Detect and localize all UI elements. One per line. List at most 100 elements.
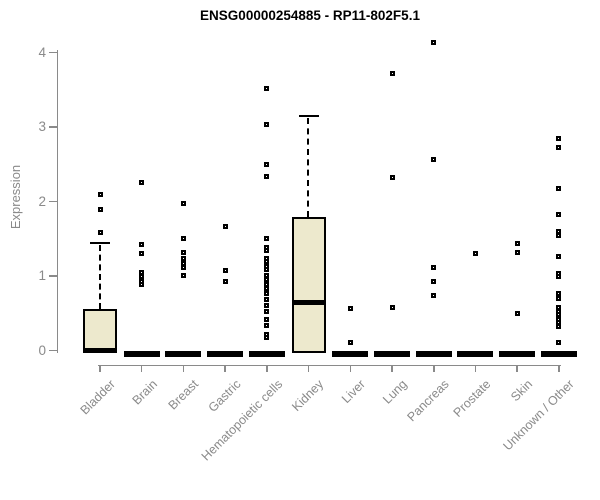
outlier-point — [264, 162, 270, 168]
x-tick-label: Lung — [380, 377, 410, 407]
outlier-point — [264, 302, 270, 308]
x-tick-label: Skin — [508, 377, 536, 405]
y-axis-tick — [49, 275, 57, 277]
outlier-point — [431, 265, 437, 271]
x-axis-tick — [558, 366, 560, 372]
outlier-point — [264, 277, 270, 283]
outlier-point — [222, 223, 228, 229]
outlier-point — [264, 309, 270, 315]
outlier-point — [347, 339, 353, 345]
whisker-line — [98, 245, 101, 309]
outlier-point — [556, 136, 562, 142]
y-tick-label: 2 — [38, 193, 46, 209]
outlier-point — [264, 174, 270, 180]
outlier-point — [556, 228, 562, 234]
y-tick-label: 1 — [38, 268, 46, 283]
outlier-point — [264, 255, 270, 261]
collapsed-box — [248, 351, 285, 357]
outlier-point — [264, 272, 270, 278]
outlier-point — [139, 242, 145, 248]
x-axis-tick — [433, 366, 435, 372]
outlier-point — [264, 245, 270, 251]
x-axis-tick — [307, 366, 310, 372]
x-axis-tick — [266, 366, 268, 372]
outlier-point — [556, 254, 562, 260]
box — [291, 217, 326, 354]
median-line — [83, 348, 117, 353]
y-axis-tick — [49, 349, 57, 352]
outlier-point — [180, 235, 186, 241]
outlier-point — [180, 201, 186, 207]
collapsed-box — [540, 351, 577, 357]
x-tick-label: Liver — [339, 377, 369, 407]
outlier-point — [222, 279, 228, 285]
outlier-point — [264, 282, 270, 288]
x-axis-tick — [182, 366, 185, 372]
outlier-point — [180, 255, 186, 261]
collapsed-box — [457, 351, 494, 357]
outlier-point — [556, 304, 562, 310]
outlier-point — [97, 192, 103, 198]
whisker-cap — [298, 114, 319, 118]
y-tick-label: 4 — [38, 44, 46, 60]
outlier-point — [264, 85, 270, 91]
outlier-point — [389, 304, 395, 310]
y-axis-tick — [49, 126, 57, 128]
x-tick-label: Hematopoietic cells — [198, 377, 285, 464]
outlier-point — [514, 240, 520, 246]
outlier-point — [264, 322, 270, 328]
x-tick-label: Bladder — [77, 377, 118, 418]
outlier-point — [514, 310, 520, 316]
outlier-point — [264, 297, 270, 303]
outlier-point — [264, 331, 270, 337]
x-tick-label: Pancreas — [404, 377, 452, 425]
collapsed-box — [332, 351, 369, 357]
outlier-point — [180, 272, 186, 278]
outlier-point — [139, 251, 145, 257]
outlier-point — [97, 207, 103, 213]
outlier-point — [264, 235, 270, 241]
outlier-point — [431, 278, 437, 284]
outlier-point — [139, 278, 145, 284]
x-tick-label: Kidney — [289, 377, 327, 414]
x-axis-line — [98, 364, 561, 366]
outlier-point — [556, 339, 562, 345]
outlier-point — [514, 249, 520, 255]
x-tick-label: Prostate — [450, 377, 494, 420]
x-axis-tick — [516, 366, 518, 372]
collapsed-box — [499, 351, 536, 357]
outlier-point — [180, 260, 186, 266]
outlier-point — [264, 317, 270, 323]
outlier-point — [431, 39, 437, 45]
y-axis-tick — [49, 200, 57, 203]
outlier-point — [264, 290, 270, 296]
outlier-point — [139, 180, 145, 186]
x-axis-tick — [140, 366, 143, 372]
whisker-line — [307, 117, 310, 218]
outlier-point — [556, 316, 562, 322]
outlier-point — [556, 270, 562, 276]
outlier-point — [222, 267, 228, 273]
outlier-point — [180, 250, 186, 256]
outlier-point — [97, 229, 103, 235]
whisker-cap — [90, 241, 110, 245]
x-axis-tick — [391, 366, 393, 372]
chart-title: ENSG00000254885 - RP11-802F5.1 — [200, 8, 420, 23]
outlier-point — [472, 251, 478, 257]
x-tick-label: Brain — [129, 377, 160, 408]
outlier-point — [556, 212, 562, 218]
y-tick-label: 0 — [38, 342, 46, 358]
outlier-point — [139, 269, 145, 275]
collapsed-box — [207, 351, 244, 357]
collapsed-box — [415, 351, 452, 357]
outlier-point — [431, 157, 437, 163]
x-axis-tick — [349, 366, 352, 372]
y-tick-label: 3 — [38, 119, 46, 134]
outlier-point — [264, 263, 270, 269]
outlier-point — [556, 186, 562, 192]
outlier-point — [556, 145, 562, 151]
y-axis-line — [56, 50, 58, 353]
x-axis-tick — [224, 366, 226, 372]
outlier-point — [139, 274, 145, 280]
